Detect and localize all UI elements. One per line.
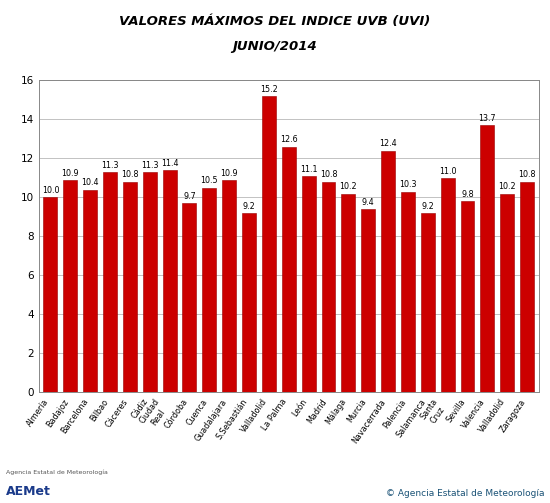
Text: 11.3: 11.3 xyxy=(101,161,119,170)
Text: 12.6: 12.6 xyxy=(280,135,298,144)
Bar xyxy=(43,198,57,392)
Text: © Agencia Estatal de Meteorología: © Agencia Estatal de Meteorología xyxy=(386,489,544,498)
Text: 9.4: 9.4 xyxy=(362,198,375,207)
Bar xyxy=(183,203,196,392)
Bar xyxy=(123,182,137,392)
Text: VALORES MÁXIMOS DEL INDICE UVB (UVI): VALORES MÁXIMOS DEL INDICE UVB (UVI) xyxy=(119,15,431,28)
Bar xyxy=(83,190,97,392)
Text: 9.7: 9.7 xyxy=(183,192,196,201)
Text: 10.8: 10.8 xyxy=(518,171,536,180)
Text: 13.7: 13.7 xyxy=(478,114,496,123)
Bar xyxy=(401,192,415,392)
Bar xyxy=(222,180,236,392)
Text: 11.3: 11.3 xyxy=(141,161,158,170)
Text: 10.2: 10.2 xyxy=(339,182,357,191)
Text: JUNIO/2014: JUNIO/2014 xyxy=(233,40,317,53)
Text: 10.3: 10.3 xyxy=(399,180,417,189)
Text: 10.4: 10.4 xyxy=(81,178,99,187)
Bar xyxy=(202,188,216,392)
Bar xyxy=(441,178,455,392)
Bar xyxy=(361,209,375,392)
Bar xyxy=(143,172,157,392)
Text: 11.4: 11.4 xyxy=(161,159,178,168)
Bar xyxy=(342,194,355,392)
Text: 10.8: 10.8 xyxy=(320,171,337,180)
Bar xyxy=(282,147,296,392)
Text: 12.4: 12.4 xyxy=(379,139,397,148)
Text: 10.5: 10.5 xyxy=(201,177,218,185)
Text: 11.1: 11.1 xyxy=(300,164,317,174)
Bar xyxy=(421,213,434,392)
Bar xyxy=(103,172,117,392)
Text: AEMet: AEMet xyxy=(6,485,51,498)
Text: 15.2: 15.2 xyxy=(260,85,278,94)
Bar xyxy=(460,201,475,392)
Bar xyxy=(500,194,514,392)
Bar xyxy=(242,213,256,392)
Bar xyxy=(322,182,336,392)
Bar xyxy=(301,176,316,392)
Bar xyxy=(163,170,177,392)
Text: 11.0: 11.0 xyxy=(439,166,456,176)
Text: 9.2: 9.2 xyxy=(243,202,255,211)
Text: 10.9: 10.9 xyxy=(221,169,238,178)
Text: 10.2: 10.2 xyxy=(498,182,516,191)
Bar xyxy=(480,125,494,392)
Bar xyxy=(381,151,395,392)
Bar xyxy=(262,96,276,392)
Text: Agencia Estatal de Meteorología: Agencia Estatal de Meteorología xyxy=(6,470,107,475)
Text: 9.8: 9.8 xyxy=(461,190,474,199)
Text: 10.9: 10.9 xyxy=(62,169,79,178)
Text: 10.8: 10.8 xyxy=(121,171,139,180)
Text: 9.2: 9.2 xyxy=(421,202,434,211)
Bar xyxy=(520,182,534,392)
Text: 10.0: 10.0 xyxy=(42,186,59,195)
Bar xyxy=(63,180,77,392)
